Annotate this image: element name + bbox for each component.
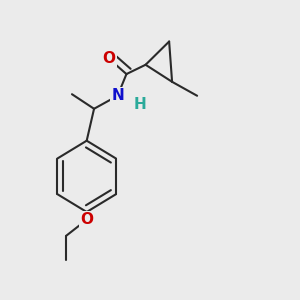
Text: H: H (133, 97, 146, 112)
Text: N: N (111, 88, 124, 103)
Text: O: O (102, 51, 115, 66)
Text: O: O (80, 212, 93, 227)
